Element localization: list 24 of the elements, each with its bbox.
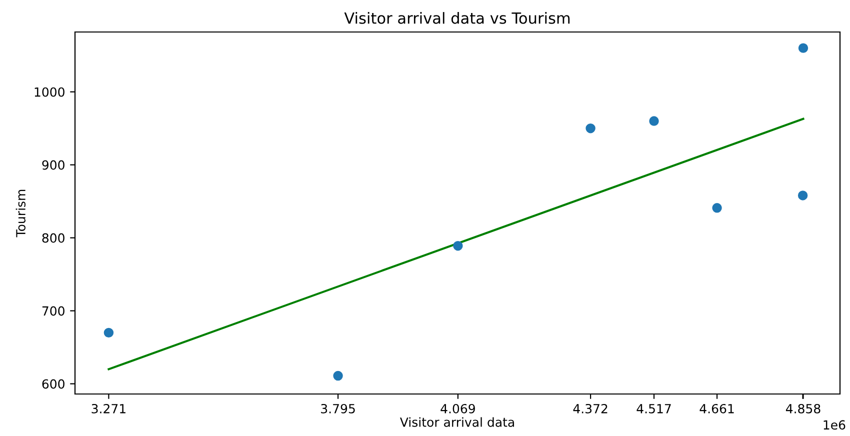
x-tick-label: 4.661: [700, 404, 734, 414]
x-tick-label: 4.372: [573, 404, 608, 414]
x-tick-label: 4.069: [440, 404, 475, 414]
point: [104, 328, 114, 338]
point: [586, 123, 596, 134]
chart-title: Visitor arrival data vs Tourism: [344, 12, 570, 24]
point: [333, 370, 343, 381]
y-tick-label: 900: [42, 160, 64, 170]
x-tick-label: 3.271: [92, 404, 126, 414]
point: [798, 43, 808, 53]
y-tick-label: 600: [42, 379, 64, 389]
point: [712, 203, 722, 213]
y-tick-label: 700: [42, 306, 64, 316]
x-tick-label: 3.795: [321, 404, 355, 414]
y-tick-label: 1000: [34, 87, 64, 97]
point: [649, 116, 659, 126]
x-tick-label: 4.517: [636, 404, 671, 414]
y-tick-label: 800: [42, 233, 64, 243]
y-axis-title: Tourism: [16, 190, 26, 238]
text: 1e6: [824, 420, 846, 430]
point: [453, 240, 463, 251]
x-tick-label: 4.858: [786, 404, 820, 414]
point: [798, 190, 808, 200]
x-axis-title: Visitor arrival data: [400, 417, 514, 427]
